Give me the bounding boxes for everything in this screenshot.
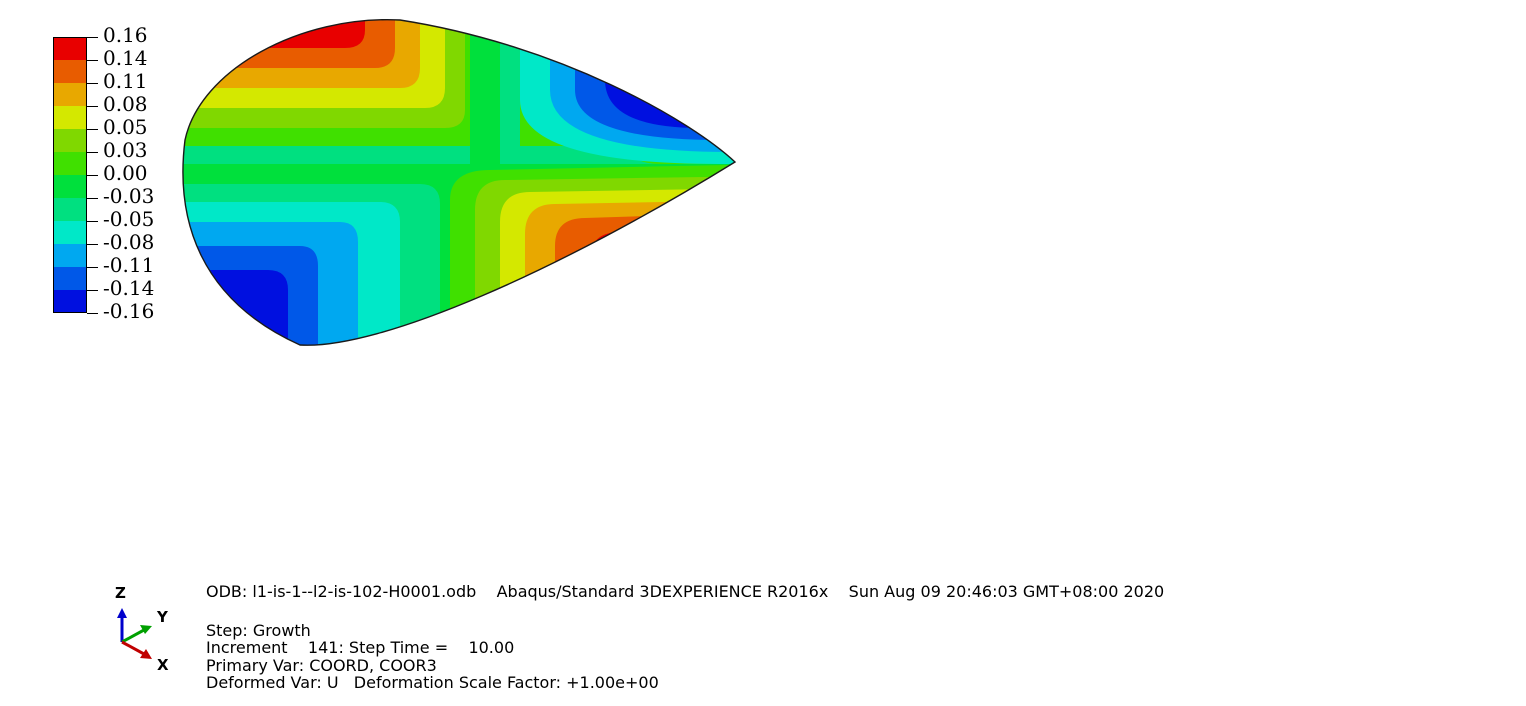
step-line: Step: Growth	[206, 620, 311, 640]
legend-label: -0.14	[103, 276, 155, 300]
legend-color-band	[53, 198, 87, 221]
legend-tick	[87, 175, 98, 176]
legend-label: 0.14	[103, 46, 148, 70]
contour-field	[182, 19, 736, 346]
x-axis-arrowhead	[140, 649, 152, 659]
x-axis-arrow	[121, 640, 145, 656]
legend-tick	[87, 198, 98, 199]
legend-tick	[87, 290, 98, 291]
legend-label: 0.16	[103, 23, 148, 47]
z-axis-label: Z	[115, 584, 126, 602]
y-axis-label: Y	[157, 608, 168, 626]
contour-band	[555, 212, 736, 346]
legend-color-band	[53, 244, 87, 267]
legend-tick	[87, 221, 98, 222]
legend-label: -0.05	[103, 207, 155, 231]
triad-arrows	[117, 608, 152, 659]
legend-label: 0.05	[103, 115, 148, 139]
legend-color-band	[53, 152, 87, 175]
contour-band	[182, 270, 288, 346]
contour-band	[605, 19, 736, 128]
legend-color-band	[53, 175, 87, 198]
legend-tick	[87, 83, 98, 84]
legend-tick	[87, 152, 98, 153]
viewport-info-block: ODB: l1-is-1--l2-is-102-H0001.odb Abaqus…	[206, 583, 1164, 692]
z-axis-arrowhead	[117, 608, 127, 618]
legend-tick	[87, 60, 98, 61]
contour-band	[182, 246, 318, 346]
contour-band	[470, 19, 500, 164]
contour-band	[182, 19, 365, 48]
increment-line: Increment 141: Step Time = 10.00	[206, 638, 515, 657]
deformed-var-line: Deformed Var: U Deformation Scale Factor…	[206, 673, 659, 692]
contour-upper-half	[182, 19, 736, 164]
legend-label: 0.08	[103, 92, 148, 116]
y-axis-arrow	[121, 628, 145, 644]
legend-color-band	[53, 267, 87, 290]
legend-color-band	[53, 60, 87, 83]
legend-label: -0.11	[103, 253, 155, 277]
legend-color-band	[53, 83, 87, 106]
legend-tick	[87, 106, 98, 107]
x-axis-label: X	[157, 656, 169, 674]
odb-info-line: ODB: l1-is-1--l2-is-102-H0001.odb Abaqus…	[206, 582, 1165, 601]
legend-color-band	[53, 290, 87, 313]
legend-tick	[87, 313, 98, 314]
contour-band	[590, 225, 736, 346]
legend-color-band	[53, 221, 87, 244]
legend-tick	[87, 37, 98, 38]
legend-label: 0.03	[103, 138, 148, 162]
model-outline	[182, 19, 737, 346]
legend-label: 0.00	[103, 161, 148, 185]
contour-legend: 0.16 0.14 0.11 0.08 0.05 0.03 0.00 -0.03…	[0, 0, 200, 340]
legend-label: -0.08	[103, 230, 155, 254]
contour-band	[500, 19, 520, 164]
legend-label: -0.03	[103, 184, 155, 208]
legend-tick	[87, 129, 98, 130]
legend-tick	[87, 267, 98, 268]
axis-triad: Z Y X	[100, 580, 190, 680]
legend-color-band	[53, 37, 87, 60]
legend-tick	[87, 244, 98, 245]
y-axis-arrowhead	[140, 625, 152, 634]
primary-var-line: Primary Var: COORD, COOR3	[206, 655, 437, 675]
legend-color-band	[53, 129, 87, 152]
legend-label: -0.16	[103, 299, 155, 323]
legend-label: 0.11	[103, 69, 148, 93]
legend-color-band	[53, 106, 87, 129]
